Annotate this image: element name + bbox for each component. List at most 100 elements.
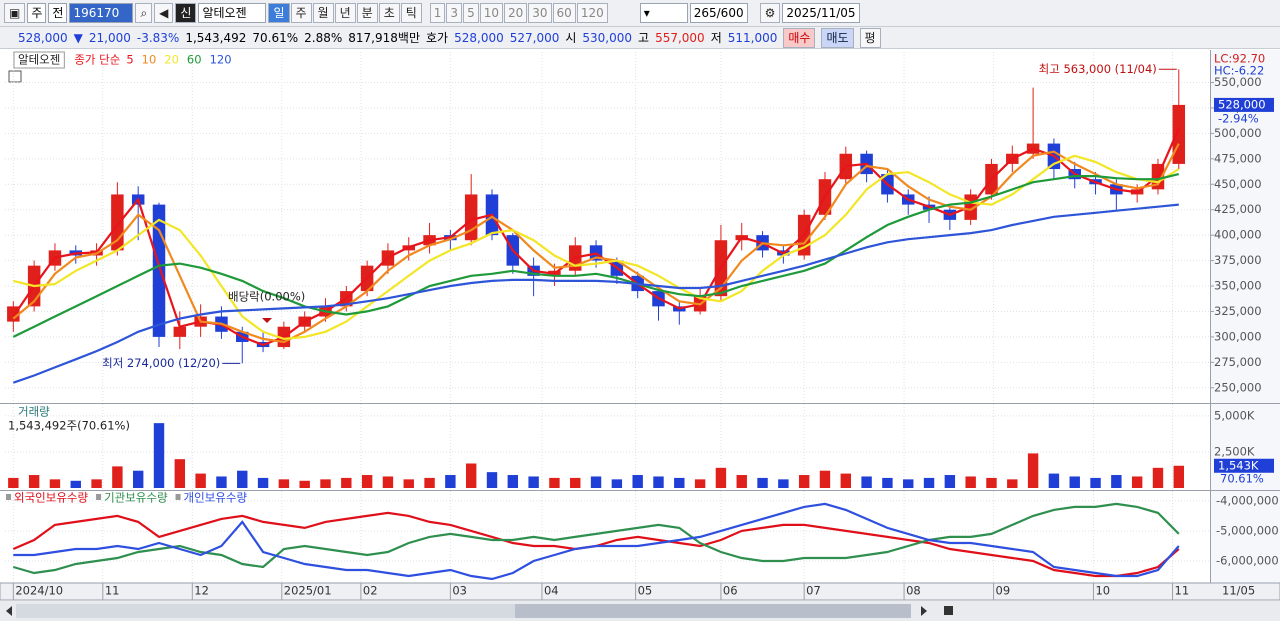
legend-entry: 외국인보유수량 bbox=[14, 491, 88, 505]
x-tick-label: 04 bbox=[544, 584, 559, 598]
ma-line bbox=[13, 154, 1180, 341]
volume-bar bbox=[278, 479, 290, 488]
last-volume: 1,543K bbox=[1218, 458, 1259, 472]
x-tick-label: 08 bbox=[906, 584, 921, 598]
volume-bar bbox=[549, 477, 560, 488]
code-input[interactable]: 196170 bbox=[69, 3, 134, 23]
volume-bar bbox=[257, 477, 269, 488]
open: 530,000 bbox=[582, 30, 633, 45]
y-tick-label: 400,000 bbox=[1214, 228, 1262, 242]
last-price: 528,000 bbox=[1218, 97, 1266, 111]
volume-bar bbox=[840, 473, 851, 488]
x-tick-label: 12 bbox=[194, 584, 209, 598]
legend-entry: 20 bbox=[164, 53, 179, 67]
legend-swatch bbox=[175, 494, 181, 500]
y-tick-label: 375,000 bbox=[1214, 253, 1262, 267]
volume-bar bbox=[736, 475, 747, 488]
y-tick-label: 250,000 bbox=[1214, 380, 1262, 394]
candle-body bbox=[1172, 104, 1186, 164]
volume-bar bbox=[299, 480, 310, 488]
buy-button[interactable]: 매수 bbox=[783, 27, 816, 48]
interval-button[interactable]: 일 bbox=[268, 3, 290, 23]
x-tick-label: 11 bbox=[105, 584, 120, 598]
low-label: 저 bbox=[710, 31, 722, 45]
date-input[interactable]: 2025/11/05 bbox=[782, 3, 860, 23]
x-tick-label: 03 bbox=[452, 584, 467, 598]
scroll-left[interactable] bbox=[6, 606, 12, 616]
annotation: 배당락(0.00%) bbox=[228, 290, 305, 304]
volume-bar bbox=[445, 475, 456, 488]
volume-bar bbox=[944, 475, 956, 488]
count-button[interactable]: 120 bbox=[576, 3, 608, 23]
axis-gutter bbox=[1211, 50, 1280, 583]
y-tick-label: 300,000 bbox=[1214, 329, 1262, 343]
ma-line bbox=[12, 173, 1180, 338]
volume-bar bbox=[132, 470, 144, 488]
volume-bar bbox=[361, 475, 373, 488]
range: 265/600 bbox=[689, 3, 748, 23]
volume-bar bbox=[174, 459, 186, 488]
sell-button[interactable]: 매도 bbox=[821, 27, 854, 48]
dropdown[interactable]: ▾ bbox=[639, 3, 688, 23]
turnover: 2.88% bbox=[304, 30, 343, 45]
volume-bar bbox=[694, 479, 706, 488]
avg-button[interactable]: 평 bbox=[859, 27, 881, 48]
count-button[interactable]: 10 bbox=[479, 3, 503, 23]
y-tick-label: -4,000,000 bbox=[1216, 493, 1279, 507]
x-tick-label: 10 bbox=[1095, 584, 1110, 598]
volume-bar bbox=[1069, 476, 1080, 488]
volume-bar bbox=[715, 467, 727, 488]
scroll-thumb[interactable] bbox=[515, 604, 911, 618]
interval-button[interactable]: 월 bbox=[312, 3, 334, 23]
volume-bar bbox=[1007, 479, 1018, 488]
interval-button[interactable]: 틱 bbox=[400, 3, 422, 23]
sound-button[interactable]: ◀ bbox=[154, 3, 174, 23]
volume-bar bbox=[153, 423, 165, 488]
interval-button[interactable]: 주 bbox=[290, 3, 312, 23]
y-tick-label: 425,000 bbox=[1214, 202, 1262, 216]
interval-button[interactable]: 년 bbox=[334, 3, 356, 23]
x-axis-band bbox=[0, 582, 1280, 601]
x-tick-label: 07 bbox=[806, 584, 821, 598]
count-button[interactable]: 30 bbox=[528, 3, 552, 23]
legend-label: 종가 단순 bbox=[74, 53, 120, 67]
interval-button[interactable]: 초 bbox=[378, 3, 400, 23]
volume-bar bbox=[8, 477, 19, 488]
legend-title: 알테오젠 bbox=[18, 53, 60, 67]
tool-button[interactable]: ⚙ bbox=[759, 3, 781, 23]
prefix-select[interactable]: 전 bbox=[48, 3, 68, 23]
ma-line bbox=[12, 203, 1179, 384]
last-volume-ratio: 70.61% bbox=[1220, 471, 1264, 485]
volume-bar bbox=[778, 479, 789, 488]
volume-bar bbox=[861, 476, 872, 488]
last-change: -2.94% bbox=[1218, 111, 1259, 125]
legend-entry: 5 bbox=[126, 53, 133, 67]
stop-button[interactable] bbox=[944, 606, 953, 615]
y-tick-label: 550,000 bbox=[1214, 75, 1262, 89]
count-button[interactable]: 5 bbox=[463, 3, 479, 23]
low: 511,000 bbox=[727, 30, 778, 45]
count-button[interactable]: 3 bbox=[446, 3, 463, 23]
count-group: 1 3 5 10 20 30 60 120 bbox=[429, 3, 608, 23]
period-select[interactable]: 주 bbox=[27, 3, 47, 23]
y-tick-label: -5,000,000 bbox=[1216, 523, 1279, 537]
indicator: HC:-6.22 bbox=[1214, 64, 1264, 78]
y-tick-label: 275,000 bbox=[1214, 355, 1262, 369]
interval-button[interactable]: 분 bbox=[356, 3, 378, 23]
scroll-right[interactable] bbox=[921, 606, 927, 616]
arrow: ▼ bbox=[73, 30, 83, 45]
volume-bar bbox=[70, 480, 81, 488]
count-button[interactable]: 1 bbox=[429, 3, 446, 23]
count-button[interactable]: 20 bbox=[503, 3, 528, 23]
menu-button[interactable]: ▣ bbox=[4, 3, 26, 23]
volume-bar bbox=[486, 472, 498, 488]
volume-bar bbox=[757, 477, 768, 488]
count-button[interactable]: 60 bbox=[552, 3, 576, 23]
volume-bar bbox=[798, 475, 810, 488]
x-tick-label: 02 bbox=[363, 584, 378, 598]
search-button[interactable]: ⌕ bbox=[135, 3, 153, 23]
volume-bar bbox=[195, 473, 206, 488]
table-icon[interactable] bbox=[8, 70, 22, 83]
volume-bar bbox=[923, 477, 935, 488]
